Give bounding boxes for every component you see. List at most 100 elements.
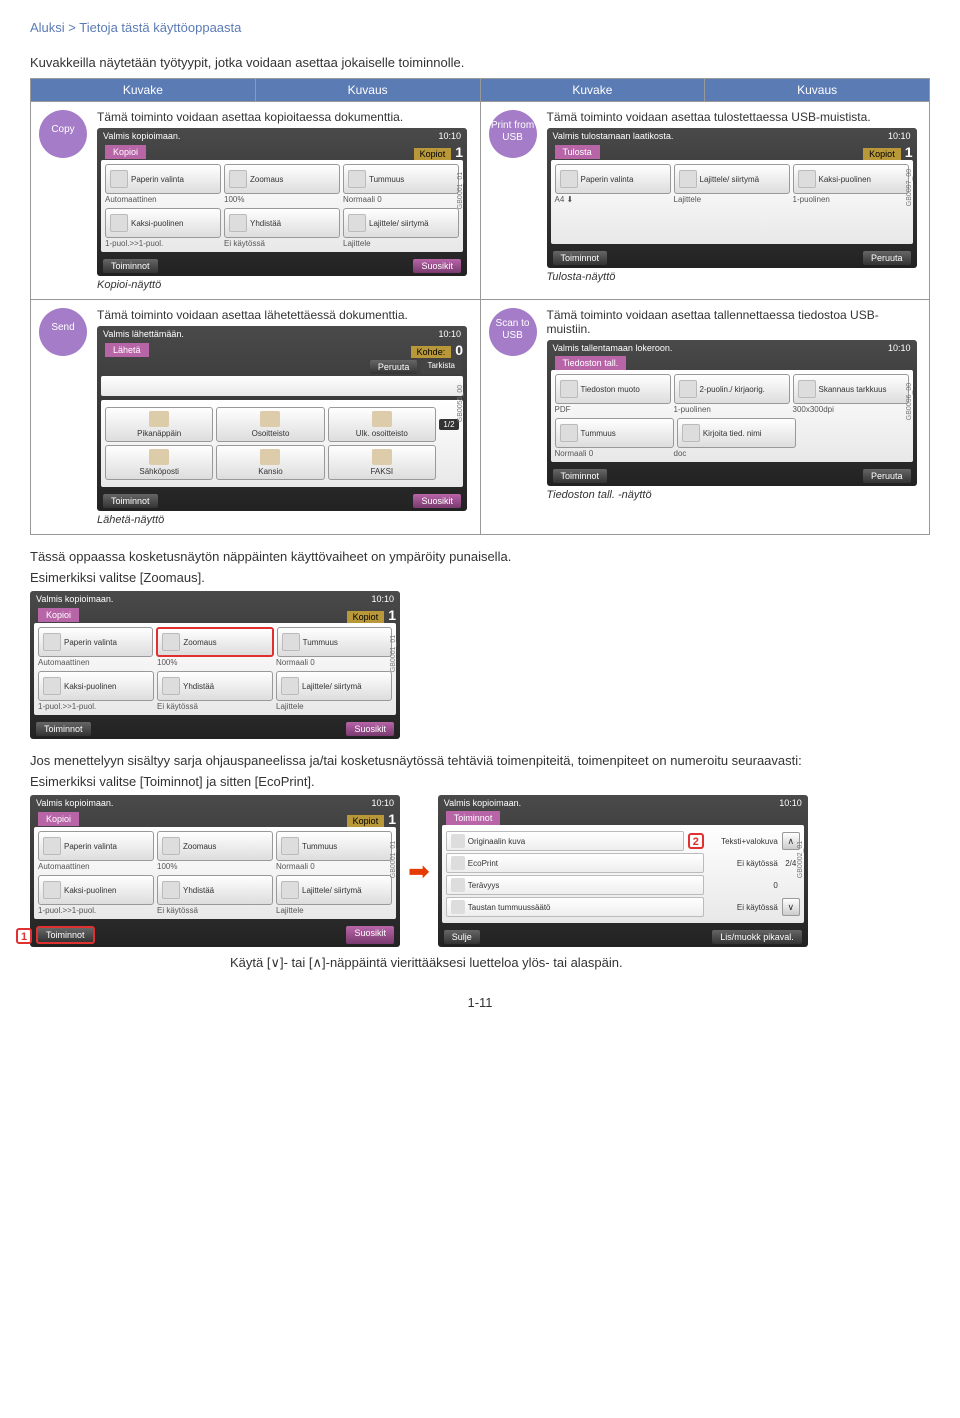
tab-kopioi[interactable]: Kopioi (38, 608, 79, 622)
pdf-sub: PDF (555, 405, 671, 414)
suosikit-btn[interactable]: Suosikit (346, 926, 394, 944)
th-icon2: Kuvake (480, 79, 705, 102)
sub3: Normaali 0 (276, 862, 392, 871)
kaksip-btn[interactable]: Kaksi-puolinen (105, 208, 221, 238)
suosikit-btn[interactable]: Suosikit (413, 259, 461, 273)
hdr-scan: Valmis tallentamaan lokeroon. (553, 343, 673, 353)
ulk-btn[interactable]: Ulk. osoitteisto (328, 407, 436, 442)
pikanappain-btn[interactable]: Pikanäppäin (105, 407, 213, 442)
kaksip-btn[interactable]: Kaksi-puolinen (38, 875, 154, 905)
down-btn[interactable]: ∨ (782, 898, 800, 916)
scan-panel: Valmis tallentamaan lokeroon. 10:10 Tiedo… (547, 340, 917, 486)
peruuta-btn[interactable]: Peruuta (863, 251, 911, 265)
laheta-caption: Lähetä-näyttö (97, 514, 472, 526)
teravyys-row[interactable]: Terävyys (446, 875, 704, 895)
paperin-btn[interactable]: Paperin valinta (555, 164, 671, 194)
code2: GB0002_01 (798, 841, 805, 878)
kaksip2-sub: 1-puolinen (793, 195, 909, 204)
paperin-sub: Automaattinen (105, 195, 221, 204)
taustan-row[interactable]: Taustan tummuussäätö (446, 897, 704, 917)
kaksip2-btn[interactable]: Kaksi-puolinen (793, 164, 909, 194)
hdr: Valmis kopioimaan. (444, 798, 521, 808)
sub5: Ei käytössä (157, 702, 273, 711)
tab-tulosta[interactable]: Tulosta (555, 145, 600, 159)
sub6: Lajittele (276, 702, 392, 711)
lismuokk-btn[interactable]: Lis/muokk pikaval. (712, 930, 802, 944)
zoomaus-btn[interactable]: Zoomaus (224, 164, 340, 194)
toiminnot-btn[interactable]: Toiminnot (553, 251, 608, 265)
copy-panel: Valmis kopioimaan.10:10 Kopioi Kopiot1 P… (97, 128, 467, 276)
originaalin-row[interactable]: Originaalin kuva (446, 831, 684, 851)
puol-btn[interactable]: 2-puolin./ kirjaorig. (674, 374, 790, 404)
hdr-send: Valmis lähettämään. (103, 329, 184, 339)
norm0-sub: Normaali 0 (555, 449, 671, 458)
hdr: Valmis kopioimaan. (36, 798, 113, 808)
a4-sub: A4 ⬇ (555, 195, 671, 204)
kopiot-n: 1 (455, 144, 463, 160)
hdr-time: 10:10 (371, 798, 394, 808)
taustan-val: Ei käytössä (708, 903, 778, 912)
paperin-btn[interactable]: Paperin valinta (38, 627, 153, 657)
sulje-btn[interactable]: Sulje (444, 930, 480, 944)
step1-panel: Valmis kopioimaan.10:10 Kopioi Kopiot1 P… (30, 795, 400, 947)
tab-toiminnot[interactable]: Toiminnot (446, 811, 501, 825)
toiminnot-btn[interactable]: Toiminnot (553, 469, 608, 483)
toiminnot-btn[interactable]: Toiminnot (36, 722, 91, 736)
kirjoita-btn[interactable]: Kirjoita tied. nimi (677, 418, 796, 448)
code97: GB0097_00 (906, 169, 913, 206)
sub2: 100% (157, 658, 273, 667)
sahkoposti-btn[interactable]: Sähköposti (105, 445, 213, 480)
hdr-time: 10:10 (371, 594, 394, 604)
copy-badge: Copy (39, 110, 87, 158)
tummuus-btn[interactable]: Tummuus (277, 627, 392, 657)
tab-laheta[interactable]: Lähetä (105, 343, 149, 357)
sub1: Automaattinen (38, 862, 154, 871)
pg: 1/2 (439, 419, 459, 430)
faksi-btn[interactable]: FAKSI (328, 445, 436, 480)
toiminnot-btn-highlighted[interactable]: Toiminnot 1 (36, 926, 95, 944)
yhdistaa-btn[interactable]: Yhdistää (157, 671, 273, 701)
lajittele-sub: Lajittele (343, 239, 459, 248)
skannaus-btn[interactable]: Skannaus tarkkuus (793, 374, 909, 404)
suosikit-btn[interactable]: Suosikit (346, 722, 394, 736)
lajittele-btn[interactable]: Lajittele/ siirtymä (276, 671, 392, 701)
tab-kopioi[interactable]: Kopioi (105, 145, 146, 159)
sub3: Normaali 0 (276, 658, 392, 667)
paperin-btn[interactable]: Paperin valinta (105, 164, 221, 194)
peruuta-btn[interactable]: Peruuta (863, 469, 911, 483)
zoomaus-btn-highlighted[interactable]: Zoomaus (156, 627, 273, 657)
tab-tiedoston[interactable]: Tiedoston tall. (555, 356, 627, 370)
lajittele-btn[interactable]: Lajittele/ siirtymä (343, 208, 459, 238)
lajittele-btn[interactable]: Lajittele/ siirtymä (674, 164, 790, 194)
tab-kopioi[interactable]: Kopioi (38, 812, 79, 826)
suosikit-btn[interactable]: Suosikit (413, 494, 461, 508)
kaksip-btn[interactable]: Kaksi-puolinen (38, 671, 154, 701)
sub4: 1-puol.>>1-puol. (38, 702, 154, 711)
zoomaus-btn[interactable]: Zoomaus (157, 831, 273, 861)
osoitteisto-btn[interactable]: Osoitteisto (216, 407, 324, 442)
tiedmuoto-btn[interactable]: Tiedoston muoto (555, 374, 671, 404)
th-desc2: Kuvaus (705, 79, 930, 102)
print-panel: Valmis tulostamaan laatikosta.10:10 Tulo… (547, 128, 917, 268)
toiminnot-btn[interactable]: Toiminnot (103, 259, 158, 273)
peruuta-btn[interactable]: Peruuta (370, 360, 418, 374)
lajittele-btn[interactable]: Lajittele/ siirtymä (276, 875, 392, 905)
send-desc: Tämä toiminto voidaan asettaa lähetettäe… (97, 308, 472, 322)
feature-table: Kuvake Kuvaus Kuvake Kuvaus Copy Tämä to… (30, 78, 930, 535)
kansio-btn[interactable]: Kansio (216, 445, 324, 480)
paperin-btn[interactable]: Paperin valinta (38, 831, 154, 861)
toiminnot-btn[interactable]: Toiminnot (103, 494, 158, 508)
tarkista-btn[interactable]: Tarkista (421, 360, 461, 374)
copy-desc: Tämä toiminto voidaan asettaa kopioitaes… (97, 110, 472, 124)
send-badge: Send (39, 308, 87, 356)
tummuus-btn[interactable]: Tummuus (343, 164, 459, 194)
tummuus-btn[interactable]: Tummuus (555, 418, 674, 448)
kohde-n: 0 (455, 342, 463, 358)
hdr-time: 10:10 (888, 343, 911, 353)
tummuus-btn[interactable]: Tummuus (276, 831, 392, 861)
breadcrumb: Aluksi > Tietoja tästä käyttöoppaasta (30, 20, 930, 35)
ecoprint-row-highlighted[interactable]: EcoPrint (446, 853, 704, 873)
puol-sub: 1-puolinen (674, 405, 790, 414)
yhdistaa-btn[interactable]: Yhdistää (157, 875, 273, 905)
yhdistaa-btn[interactable]: Yhdistää (224, 208, 340, 238)
